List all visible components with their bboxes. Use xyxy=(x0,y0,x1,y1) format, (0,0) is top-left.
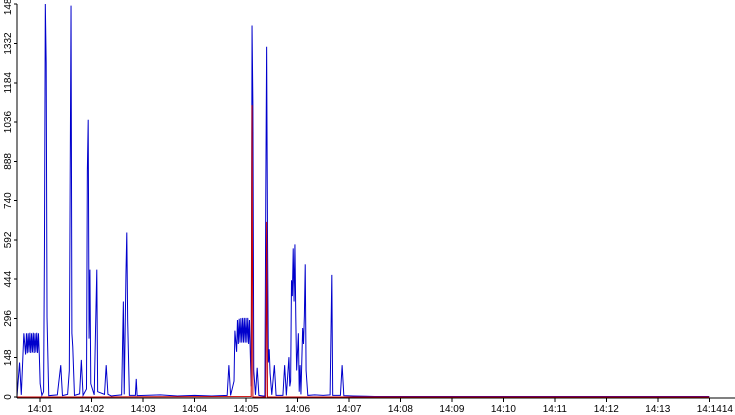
y-tick-label: 1481 xyxy=(3,0,14,15)
y-tick-label: 888 xyxy=(3,153,14,170)
x-tick-label: 14:10 xyxy=(491,404,516,415)
y-tick-label: 148 xyxy=(3,349,14,366)
series-group xyxy=(16,3,710,398)
x-tick-label: 14 xyxy=(722,404,734,415)
x-tick-label: 14:09 xyxy=(439,404,464,415)
series-line-2 xyxy=(17,105,710,398)
x-tick-label: 14:01 xyxy=(28,404,53,415)
x-tick-label: 14:02 xyxy=(79,404,104,415)
x-tick-label: 14:14 xyxy=(697,404,722,415)
x-tick-labels: 14:01 14:02 14:03 14:04 14:05 14:06 14:07 14:08… xyxy=(28,398,734,415)
y-tick-labels: 0 148 296 444 592 740 888 1036 1184 1332 1481 xyxy=(3,0,17,400)
y-tick-label: 1184 xyxy=(3,72,14,94)
y-tick-label: 0 xyxy=(3,394,14,400)
x-tick-label: 14:11 xyxy=(543,404,568,415)
series-line-1 xyxy=(16,3,710,398)
x-tick-label: 14:05 xyxy=(234,404,259,415)
x-tick-label: 14:08 xyxy=(388,404,413,415)
y-tick-label: 592 xyxy=(3,231,14,248)
x-tick-label: 14:04 xyxy=(182,404,207,415)
y-tick-label: 1036 xyxy=(3,111,14,134)
y-tick-label: 444 xyxy=(3,270,14,287)
x-tick-label: 14:13 xyxy=(645,404,670,415)
x-tick-label: 14:07 xyxy=(336,404,361,415)
y-tick-label: 740 xyxy=(3,192,14,209)
y-tick-label: 296 xyxy=(3,310,14,327)
y-tick-label: 1332 xyxy=(3,32,14,55)
x-tick-label: 14:12 xyxy=(594,404,619,415)
x-tick-label: 14:06 xyxy=(285,404,310,415)
x-tick-label: 14:03 xyxy=(131,404,156,415)
